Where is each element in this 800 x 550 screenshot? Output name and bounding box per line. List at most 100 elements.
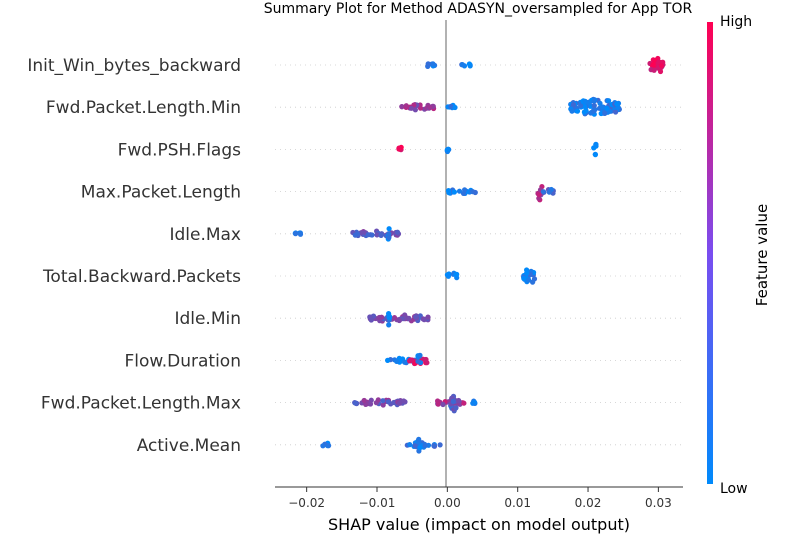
shap-point <box>394 358 400 364</box>
shap-point <box>407 442 413 448</box>
shap-point <box>415 358 421 364</box>
colorbar <box>707 22 713 484</box>
feature-label: Max.Packet.Length <box>81 183 241 203</box>
shap-point <box>402 359 408 365</box>
shap-point <box>430 61 436 67</box>
shap-point <box>406 315 412 321</box>
shap-point <box>593 142 599 148</box>
shap-point <box>396 317 402 324</box>
shap-point <box>658 63 665 69</box>
shap-point <box>361 397 367 404</box>
shap-point <box>401 398 407 404</box>
shap-point <box>578 103 584 109</box>
shap-point <box>407 357 413 364</box>
shap-point <box>466 61 472 67</box>
feature-label: Total.Backward.Packets <box>42 267 241 287</box>
shap-point <box>574 108 581 114</box>
shap-point <box>606 98 612 104</box>
shap-point <box>524 270 530 276</box>
shap-point <box>380 402 386 408</box>
shap-point <box>448 103 454 109</box>
shap-point <box>422 443 428 449</box>
shap-point <box>396 145 402 151</box>
colorbar-low-label: Low <box>720 481 748 497</box>
shap-point <box>376 314 382 321</box>
shap-point <box>453 405 459 411</box>
shap-point <box>530 279 536 285</box>
shap-point <box>375 397 381 403</box>
shap-point <box>472 189 478 196</box>
shap-point <box>326 443 332 449</box>
shap-point <box>367 401 374 407</box>
shap-point <box>391 399 397 406</box>
shap-point <box>368 317 374 323</box>
shap-point <box>456 188 463 194</box>
shap-point <box>399 104 405 110</box>
shap-point <box>386 322 392 328</box>
shap-point <box>320 443 326 449</box>
x-tick-label: 0.03 <box>645 496 672 510</box>
shap-point <box>650 61 656 67</box>
shap-point <box>445 273 451 279</box>
shap-point <box>592 152 599 158</box>
shap-point <box>540 189 547 195</box>
feature-label: Idle.Max <box>169 225 241 245</box>
colorbar-title: Feature value <box>753 204 771 306</box>
shap-point <box>423 356 429 363</box>
x-tick-label: −0.02 <box>288 496 325 510</box>
shap-point <box>394 229 401 235</box>
shap-point <box>591 98 597 104</box>
shap-point <box>614 101 620 107</box>
shap-point <box>604 105 610 111</box>
shap-point <box>421 317 427 323</box>
shap-point <box>293 231 299 237</box>
shap-point <box>425 61 431 67</box>
feature-label: Active.Mean <box>137 436 241 456</box>
shap-point <box>591 103 597 109</box>
shap-point <box>656 59 662 65</box>
shap-point <box>365 232 371 238</box>
shap-point <box>459 62 465 68</box>
shap-point <box>454 271 460 277</box>
shap-point <box>427 104 433 110</box>
shap-point <box>472 399 478 405</box>
shap-point <box>450 398 456 405</box>
shap-point <box>582 98 588 104</box>
shap-point <box>412 443 418 449</box>
x-axis-label: SHAP value (impact on model output) <box>328 515 630 534</box>
shap-point <box>378 232 384 238</box>
shap-point <box>591 108 597 114</box>
feature-rows: Init_Win_bytes_backward Fwd.Packet.Length… <box>27 56 683 456</box>
x-tick-label: 0.01 <box>504 496 531 510</box>
shap-point <box>597 100 603 106</box>
shap-point <box>397 400 403 406</box>
shap-point <box>582 104 588 110</box>
shap-point <box>445 188 452 194</box>
shap-point <box>412 107 418 113</box>
shap-point <box>440 401 446 408</box>
shap-point <box>657 68 664 75</box>
colorbar-high-label: High <box>720 14 752 30</box>
shap-point <box>586 100 592 106</box>
shap-point <box>435 401 441 407</box>
shap-point <box>521 275 527 282</box>
shap-point <box>380 398 386 404</box>
shap-point <box>386 314 393 321</box>
shap-point <box>461 400 467 406</box>
shap-point <box>431 443 437 449</box>
shap-point <box>352 400 358 406</box>
shap-point <box>385 399 391 405</box>
shap-point <box>374 232 380 238</box>
shap-point <box>417 352 423 358</box>
shap-point <box>445 146 451 152</box>
shap-point <box>569 108 575 114</box>
feature-label: Fwd.Packet.Length.Min <box>46 98 241 118</box>
shap-point <box>425 314 431 320</box>
shap-point <box>352 232 358 238</box>
shap-point <box>546 189 552 195</box>
shap-point <box>386 226 392 232</box>
shap-point <box>602 110 608 116</box>
shap-point <box>651 67 657 73</box>
shap-point <box>456 397 462 404</box>
chart-title: Summary Plot for Method ADASYN_oversampl… <box>264 1 693 17</box>
